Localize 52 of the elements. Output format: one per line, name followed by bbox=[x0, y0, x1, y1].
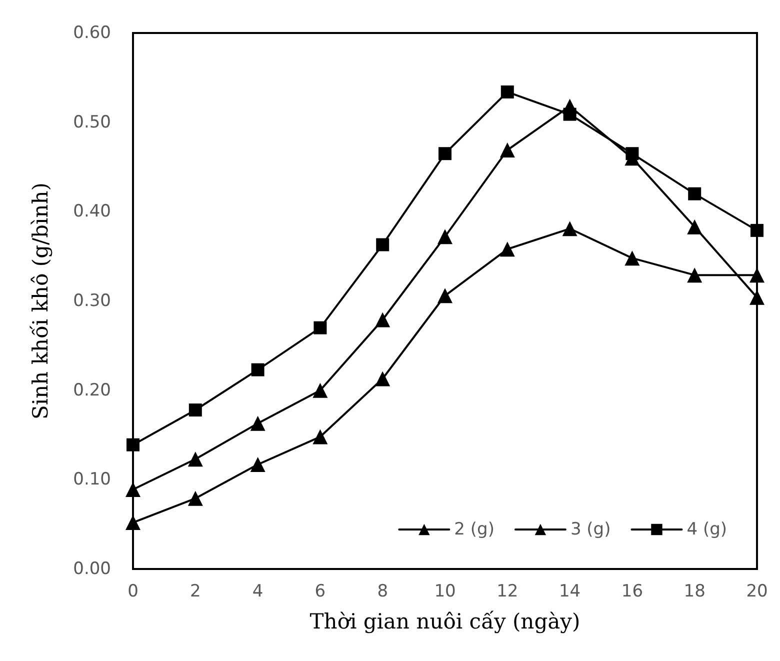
x-tick-label: 14 bbox=[558, 582, 581, 602]
y-tick-label: 0.00 bbox=[73, 559, 111, 579]
x-tick-label: 16 bbox=[621, 582, 644, 602]
x-tick-label: 20 bbox=[746, 582, 768, 602]
y-tick-label: 0.50 bbox=[73, 112, 111, 132]
point bbox=[126, 438, 140, 452]
point bbox=[500, 242, 515, 257]
y-tick-label: 0.20 bbox=[73, 380, 111, 400]
x-tick-label: 2 bbox=[190, 582, 201, 602]
x-tick-label: 6 bbox=[314, 582, 326, 602]
point bbox=[438, 288, 452, 304]
y-tick-label: 0.60 bbox=[73, 23, 111, 43]
point bbox=[687, 219, 702, 234]
point bbox=[438, 147, 452, 160]
point bbox=[687, 268, 702, 283]
point bbox=[250, 456, 266, 472]
x-axis-title: Thời gian nuôi cấy (ngày) bbox=[310, 610, 580, 634]
point bbox=[688, 187, 702, 200]
y-tick-label: 0.40 bbox=[73, 202, 111, 222]
x-tick-label: 12 bbox=[496, 582, 518, 602]
point bbox=[750, 268, 764, 283]
legend-label: 4 (g) bbox=[686, 520, 728, 540]
point bbox=[626, 147, 639, 160]
point bbox=[750, 224, 764, 237]
point bbox=[376, 238, 390, 252]
point bbox=[250, 416, 266, 431]
point bbox=[188, 403, 202, 416]
x-tick-label: 18 bbox=[684, 582, 706, 602]
point bbox=[188, 490, 203, 506]
point bbox=[314, 321, 327, 334]
point bbox=[188, 452, 203, 467]
point bbox=[312, 429, 328, 444]
x-tick-label: 10 bbox=[434, 582, 456, 602]
point bbox=[312, 382, 328, 398]
point bbox=[375, 371, 390, 386]
y-axis-title: Sinh khối khô (g/bình) bbox=[28, 182, 52, 420]
legend-label: 2 (g) bbox=[454, 520, 494, 540]
x-tick-label: 4 bbox=[252, 582, 264, 602]
point bbox=[375, 312, 390, 328]
point bbox=[624, 250, 640, 266]
point bbox=[563, 108, 576, 121]
point bbox=[500, 85, 514, 98]
x-tick-label: 8 bbox=[377, 582, 388, 602]
point bbox=[562, 221, 578, 236]
point bbox=[500, 142, 515, 158]
y-tick-label: 0.30 bbox=[73, 291, 111, 311]
point bbox=[251, 363, 264, 376]
legend-label: 3 (g) bbox=[570, 520, 611, 540]
point bbox=[438, 229, 452, 244]
y-tick-label: 0.10 bbox=[73, 470, 111, 490]
x-tick-label: 0 bbox=[128, 582, 138, 602]
point bbox=[126, 515, 140, 530]
